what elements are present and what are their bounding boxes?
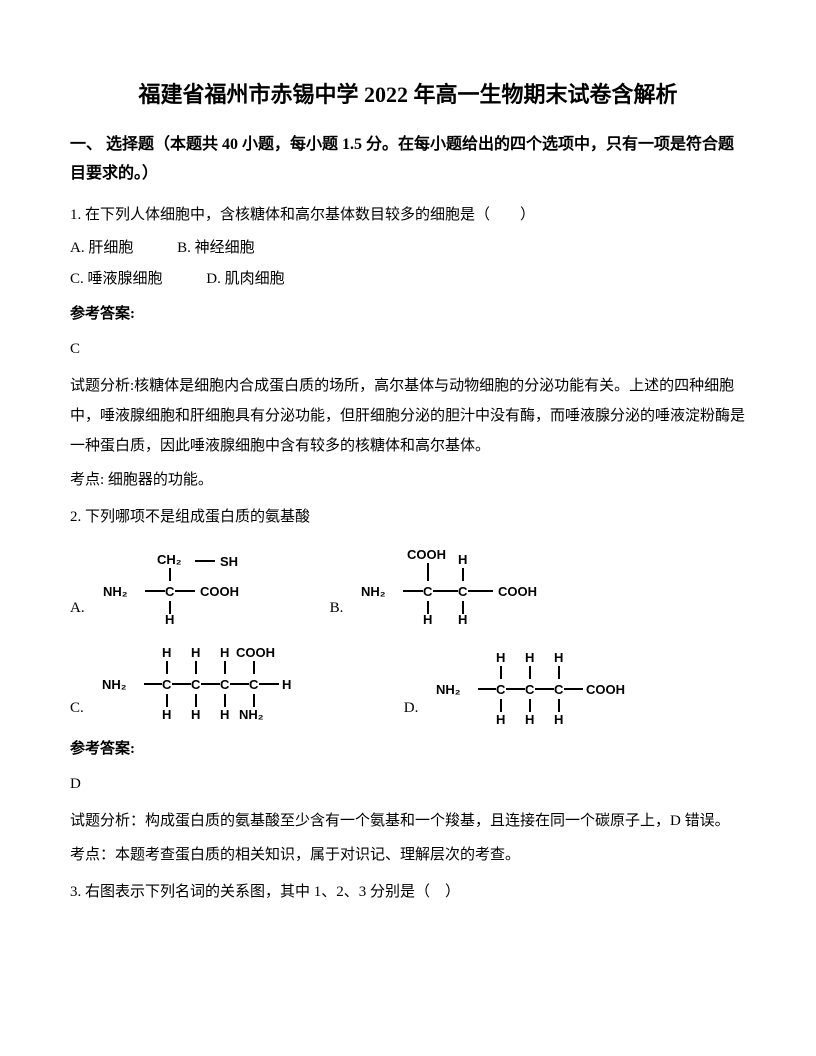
q3-stem: 3. 右图表示下列名词的关系图，其中 1、2、3 分别是（ ） [70, 879, 746, 906]
svg-text:H: H [162, 645, 171, 660]
svg-text:H: H [496, 712, 505, 726]
q2-label-b: B. [330, 595, 344, 622]
q2-structure-a-container: A. NH₂ C COOH H CH₂ SH [70, 546, 270, 626]
svg-text:H: H [423, 612, 432, 626]
svg-text:C: C [554, 682, 564, 697]
svg-text:H: H [282, 677, 291, 692]
svg-text:H: H [162, 707, 171, 722]
q1-option-c: C. 唾液腺细胞 [70, 266, 163, 293]
q2-label-c: C. [70, 695, 84, 722]
svg-text:CH₂: CH₂ [157, 552, 182, 567]
section-one-header: 一、 选择题（本题共 40 小题，每小题 1.5 分。在每小题给出的四个选项中，… [70, 131, 746, 189]
svg-text:H: H [191, 645, 200, 660]
svg-text:H: H [525, 712, 534, 726]
svg-text:H: H [220, 707, 229, 722]
svg-text:COOH: COOH [200, 584, 239, 599]
svg-text:C: C [191, 677, 201, 692]
q1-analysis: 试题分析:核糖体是细胞内合成蛋白质的场所，高尔基体与动物细胞的分泌功能有关。上述… [70, 371, 746, 461]
q2-chem-row-ab: A. NH₂ C COOH H CH₂ SH B. [70, 541, 746, 626]
svg-text:H: H [191, 707, 200, 722]
svg-text:H: H [554, 650, 563, 665]
q2-kaodian: 考点：本题考查蛋白质的相关知识，属于对识记、理解层次的考查。 [70, 842, 746, 869]
svg-text:C: C [423, 584, 433, 599]
svg-text:NH₂: NH₂ [102, 677, 127, 692]
svg-text:NH₂: NH₂ [239, 707, 264, 722]
svg-text:COOH: COOH [498, 584, 537, 599]
svg-text:H: H [220, 645, 229, 660]
q2-label-d: D. [404, 695, 419, 722]
q2-stem: 2. 下列哪项不是组成蛋白质的氨基酸 [70, 504, 746, 531]
q1-stem: 1. 在下列人体细胞中，含核糖体和高尔基体数目较多的细胞是（ ） [70, 202, 746, 229]
q2-structure-b-container: B. NH₂ C C COOH COOH H H H [330, 541, 584, 626]
svg-text:H: H [458, 612, 467, 626]
svg-text:C: C [496, 682, 506, 697]
svg-text:H: H [165, 612, 174, 626]
svg-text:H: H [458, 552, 467, 567]
svg-text:SH: SH [220, 554, 238, 569]
q1-answer-letter: C [70, 336, 746, 363]
q2-label-a: A. [70, 595, 85, 622]
svg-text:NH₂: NH₂ [103, 584, 128, 599]
q2-chem-row-cd: C. NH₂ C C C C [70, 636, 746, 726]
q1-option-d: D. 肌肉细胞 [206, 266, 284, 293]
svg-text:C: C [165, 584, 175, 599]
q2-structure-c-container: C. NH₂ C C C C [70, 636, 344, 726]
svg-text:COOH: COOH [236, 645, 275, 660]
svg-text:C: C [249, 677, 259, 692]
svg-text:C: C [220, 677, 230, 692]
q2-structure-b: NH₂ C C COOH COOH H H H [353, 541, 583, 626]
svg-text:C: C [162, 677, 172, 692]
q2-answer-letter: D [70, 771, 746, 798]
q1-options-row1: A. 肝细胞 B. 神经细胞 [70, 235, 746, 262]
svg-text:C: C [458, 584, 468, 599]
exam-title: 福建省福州市赤锡中学 2022 年高一生物期末试卷含解析 [70, 80, 746, 111]
q2-structure-a: NH₂ C COOH H CH₂ SH [95, 546, 270, 626]
svg-text:C: C [525, 682, 535, 697]
q1-answer-label: 参考答案: [70, 301, 746, 328]
svg-text:COOH: COOH [586, 682, 625, 697]
svg-text:H: H [554, 712, 563, 726]
svg-text:COOH: COOH [407, 547, 446, 562]
svg-text:H: H [496, 650, 505, 665]
svg-text:H: H [525, 650, 534, 665]
q1-option-a: A. 肝细胞 [70, 235, 133, 262]
q2-structure-d: NH₂ C C C COOH H H H H H H [428, 641, 658, 726]
q1-options-row2: C. 唾液腺细胞 D. 肌肉细胞 [70, 266, 746, 293]
svg-text:NH₂: NH₂ [361, 584, 386, 599]
q2-answer-label: 参考答案: [70, 736, 746, 763]
q2-structure-d-container: D. NH₂ C C C COOH H H [404, 641, 659, 726]
svg-text:NH₂: NH₂ [436, 682, 461, 697]
q2-analysis: 试题分析：构成蛋白质的氨基酸至少含有一个氨基和一个羧基，且连接在同一个碳原子上，… [70, 806, 746, 836]
q2-structure-c: NH₂ C C C C H H H H COOH H H H NH₂ [94, 636, 344, 726]
q1-option-b: B. 神经细胞 [177, 235, 255, 262]
q1-kaodian: 考点: 细胞器的功能。 [70, 467, 746, 494]
